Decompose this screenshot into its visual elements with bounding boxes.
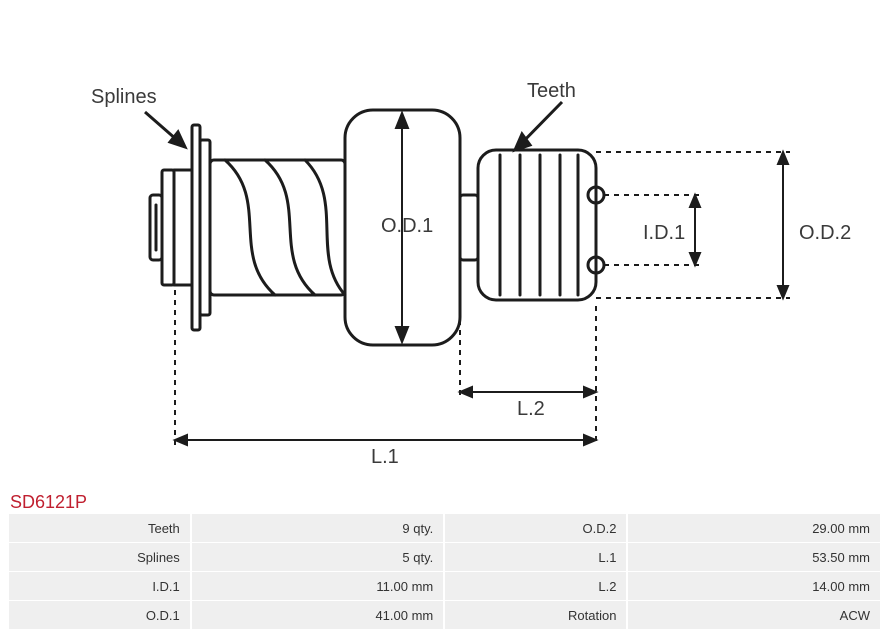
spec-value: 41.00 mm	[192, 601, 443, 629]
spec-label: O.D.2	[445, 514, 626, 542]
spec-label: Rotation	[445, 601, 626, 629]
spec-label: L.1	[445, 543, 626, 571]
spec-table: Teeth9 qty.O.D.229.00 mmSplines5 qty.L.1…	[7, 513, 882, 630]
spec-label: L.2	[445, 572, 626, 600]
spec-value: 11.00 mm	[192, 572, 443, 600]
spec-value: 29.00 mm	[628, 514, 880, 542]
technical-diagram: Splines Teeth O.D.1 I.D.1 O.D.2 L.2 L.1	[0, 0, 889, 490]
spec-label: O.D.1	[9, 601, 190, 629]
spec-value: 5 qty.	[192, 543, 443, 571]
diagram-svg	[0, 0, 889, 490]
spec-label: Teeth	[9, 514, 190, 542]
table-row: Teeth9 qty.O.D.229.00 mm	[9, 514, 880, 542]
table-row: O.D.141.00 mmRotationACW	[9, 601, 880, 629]
spec-label: I.D.1	[9, 572, 190, 600]
spec-value: 9 qty.	[192, 514, 443, 542]
table-row: I.D.111.00 mmL.214.00 mm	[9, 572, 880, 600]
part-number: SD6121P	[0, 492, 889, 513]
spec-label: Splines	[9, 543, 190, 571]
spec-value: 53.50 mm	[628, 543, 880, 571]
table-row: Splines5 qty.L.153.50 mm	[9, 543, 880, 571]
spec-value: ACW	[628, 601, 880, 629]
spec-value: 14.00 mm	[628, 572, 880, 600]
